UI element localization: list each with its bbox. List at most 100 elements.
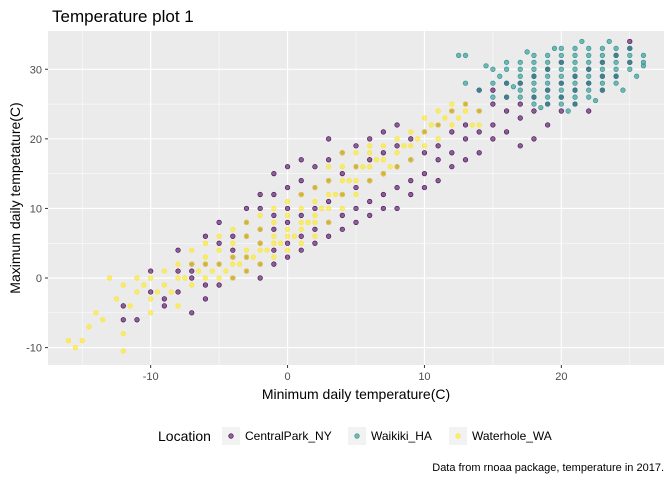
- point-centralpark-ny: [339, 226, 345, 232]
- point-waterhole-wa: [120, 282, 126, 288]
- point-waterhole-wa: [291, 233, 298, 239]
- point-centralpark-ny: [394, 205, 400, 212]
- point-waikiki-ha: [572, 94, 578, 100]
- point-waterhole-wa: [367, 178, 373, 184]
- point-waterhole-wa: [223, 268, 229, 274]
- point-centralpark-ny: [230, 247, 236, 253]
- point-centralpark-ny: [380, 191, 386, 198]
- point-centralpark-ny: [408, 191, 414, 198]
- point-centralpark-ny: [586, 108, 592, 114]
- point-waterhole-wa: [134, 289, 140, 295]
- point-centralpark-ny: [394, 122, 400, 128]
- point-waterhole-wa: [428, 122, 434, 128]
- point-waterhole-wa: [216, 247, 222, 253]
- point-centralpark-ny: [503, 108, 510, 114]
- point-waikiki-ha: [517, 59, 523, 65]
- point-waterhole-wa: [278, 240, 284, 246]
- point-waterhole-wa: [189, 282, 195, 288]
- point-waikiki-ha: [558, 73, 564, 79]
- point-waterhole-wa: [141, 282, 147, 288]
- point-centralpark-ny: [216, 282, 222, 288]
- point-waterhole-wa: [408, 157, 414, 163]
- point-waikiki-ha: [579, 38, 585, 45]
- point-centralpark-ny: [216, 219, 222, 225]
- point-waterhole-wa: [401, 143, 407, 149]
- legend-title: Location: [158, 428, 211, 444]
- point-waterhole-wa: [298, 219, 304, 225]
- point-waterhole-wa: [175, 261, 181, 267]
- point-waikiki-ha: [613, 80, 619, 86]
- point-waikiki-ha: [531, 80, 537, 86]
- point-waterhole-wa: [271, 233, 277, 239]
- point-waikiki-ha: [558, 66, 564, 72]
- legend: Location CentralPark_NY Waikiki_HA Waterho…: [158, 427, 552, 445]
- point-waikiki-ha: [517, 66, 523, 72]
- point-centralpark-ny: [531, 108, 537, 114]
- point-centralpark-ny: [284, 240, 291, 246]
- point-centralpark-ny: [490, 87, 496, 93]
- point-centralpark-ny: [120, 303, 126, 309]
- point-waikiki-ha: [510, 84, 517, 90]
- point-waikiki-ha: [462, 80, 469, 86]
- point-waterhole-wa: [113, 296, 120, 302]
- point-waterhole-wa: [237, 261, 243, 267]
- point-waterhole-wa: [284, 247, 291, 253]
- point-waikiki-ha: [599, 73, 606, 79]
- point-waterhole-wa: [230, 240, 236, 246]
- point-waterhole-wa: [442, 115, 448, 121]
- point-waterhole-wa: [284, 233, 291, 239]
- point-waikiki-ha: [572, 73, 578, 79]
- point-waterhole-wa: [257, 212, 263, 218]
- point-centralpark-ny: [257, 191, 263, 198]
- point-waikiki-ha: [545, 87, 551, 93]
- point-centralpark-ny: [421, 184, 428, 191]
- point-waikiki-ha: [551, 45, 558, 51]
- point-waikiki-ha: [490, 80, 496, 86]
- point-centralpark-ny: [490, 101, 496, 107]
- point-waikiki-ha: [572, 66, 578, 72]
- point-waterhole-wa: [469, 122, 475, 128]
- point-waikiki-ha: [620, 87, 626, 93]
- point-centralpark-ny: [271, 171, 277, 177]
- point-waterhole-wa: [216, 275, 222, 281]
- point-waterhole-wa: [312, 219, 318, 225]
- x-tick-label: 10: [418, 371, 430, 383]
- point-centralpark-ny: [421, 150, 428, 156]
- point-centralpark-ny: [367, 136, 373, 142]
- x-tick-label: 0: [284, 371, 290, 383]
- point-centralpark-ny: [408, 136, 414, 142]
- point-waterhole-wa: [134, 275, 140, 281]
- point-waikiki-ha: [599, 87, 606, 93]
- point-centralpark-ny: [120, 317, 126, 323]
- point-waterhole-wa: [298, 205, 304, 212]
- point-waterhole-wa: [326, 219, 332, 225]
- point-waterhole-wa: [373, 157, 380, 163]
- point-centralpark-ny: [435, 157, 441, 163]
- point-waterhole-wa: [230, 254, 236, 260]
- point-waterhole-wa: [319, 205, 325, 212]
- point-centralpark-ny: [558, 108, 564, 114]
- point-centralpark-ny: [462, 157, 469, 163]
- point-waterhole-wa: [161, 282, 167, 288]
- point-waterhole-wa: [202, 275, 209, 281]
- point-centralpark-ny: [243, 205, 250, 212]
- point-waikiki-ha: [606, 38, 612, 45]
- point-waterhole-wa: [449, 122, 455, 128]
- point-waterhole-wa: [230, 226, 236, 232]
- y-tick-label: 0: [36, 273, 42, 285]
- point-waterhole-wa: [449, 101, 455, 107]
- point-waterhole-wa: [243, 254, 250, 260]
- point-centralpark-ny: [627, 38, 633, 45]
- x-tick-label: -10: [143, 371, 159, 383]
- point-centralpark-ny: [312, 164, 318, 170]
- point-waterhole-wa: [326, 191, 332, 198]
- point-waikiki-ha: [640, 63, 647, 69]
- point-waterhole-wa: [476, 122, 482, 128]
- point-waterhole-wa: [209, 268, 215, 274]
- point-waterhole-wa: [380, 157, 386, 163]
- point-waikiki-ha: [545, 52, 551, 58]
- point-centralpark-ny: [257, 205, 263, 212]
- point-waterhole-wa: [326, 178, 332, 184]
- point-waterhole-wa: [271, 205, 277, 212]
- point-waikiki-ha: [456, 52, 462, 58]
